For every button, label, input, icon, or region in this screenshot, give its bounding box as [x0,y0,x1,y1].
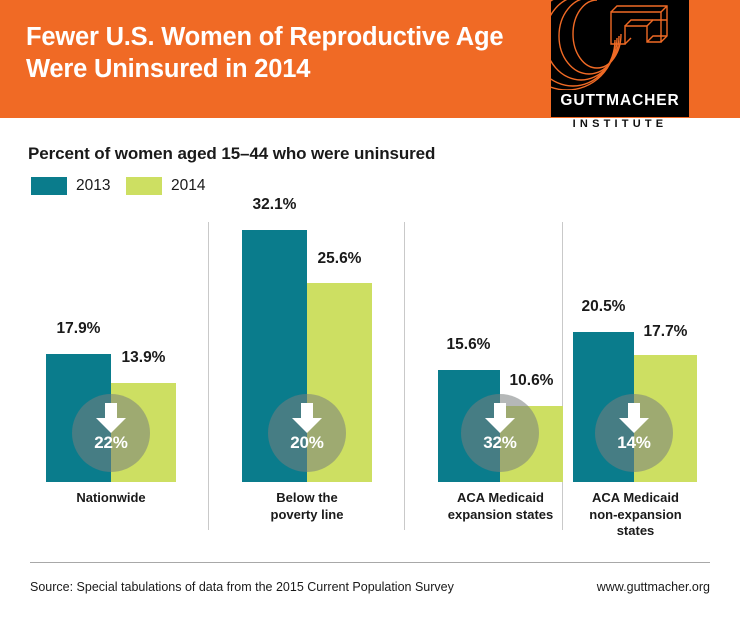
group-divider-1 [208,222,209,530]
legend-label-2013: 2013 [76,177,111,194]
bar-group-aca-expansion: 15.6% 10.6% 32% ACA Medicaid expansion s… [438,210,563,522]
group-label-aca-non-expansion: ACA Medicaid non-expansion states [548,490,723,540]
group-label-line: expansion states [447,506,554,522]
website-url[interactable]: www.guttmacher.org [596,580,710,594]
bar-value-2013-nationwide: 17.9% [56,320,101,337]
group-label-line: non-expansion [589,506,682,522]
legend-item-2013: 2013 [31,177,110,195]
page-title-line-1: Fewer U.S. Women of Reproductive Age [26,23,504,51]
bar-value-2014-below-poverty-line: 25.6% [317,250,362,267]
bar-value-2014-aca-non-expansion: 17.7% [643,323,688,340]
down-arrow-icon [485,403,515,433]
group-label-line: states [616,523,655,539]
decline-badge-value-nationwide: 22% [94,433,128,452]
down-arrow-icon [96,403,126,433]
logo-subwordmark: INSTITUTE [572,118,668,130]
source-note: Source: Special tabulations of data from… [30,580,454,594]
chart-subtitle: Percent of women aged 15–44 who were uni… [28,144,436,163]
group-label-aca-expansion: ACA Medicaid expansion states [413,490,588,523]
page-title-line-2: Were Uninsured in 2014 [26,55,311,84]
group-divider-3 [562,222,563,530]
group-label-line: ACA Medicaid [457,490,544,505]
group-divider-2 [404,222,405,530]
down-arrow-icon [619,403,649,433]
bar-value-2013-aca-expansion: 15.6% [446,336,491,353]
bar-group-below-poverty-line: 32.1% 25.6% 20% Below the poverty line [242,196,372,522]
bar-chart: 17.9% 13.9% 22% Nationwide 32.1% 25.6% [0,196,740,540]
decline-badge-aca-non-expansion: 14% [595,394,673,472]
group-label-below-poverty-line: Below the poverty line [217,490,397,523]
bar-value-2013-aca-non-expansion: 20.5% [581,298,626,315]
group-label-line: ACA Medicaid [592,490,679,505]
decline-badge-value-below-poverty-line: 20% [290,433,324,452]
bar-value-2014-aca-expansion: 10.6% [509,372,554,389]
group-label-nationwide: Nationwide [21,490,201,507]
legend-swatch-2014 [126,177,162,195]
group-label-line: Nationwide [76,490,146,505]
decline-badge-below-poverty-line: 20% [268,394,346,472]
bar-value-2013-below-poverty-line: 32.1% [252,196,297,213]
decline-badge-aca-expansion: 32% [461,394,539,472]
decline-badge-value-aca-non-expansion: 14% [617,433,651,452]
logo-wordmark: GUTTMACHER [560,92,680,109]
down-arrow-icon [292,403,322,433]
spiral-g-logo-icon [551,0,668,90]
bar-group-nationwide: 17.9% 13.9% 22% Nationwide [46,210,176,505]
legend-item-2014: 2014 [126,177,205,195]
bar-value-2014-nationwide: 13.9% [121,349,166,366]
decline-badge-nationwide: 22% [72,394,150,472]
footer-divider [30,562,710,563]
group-label-line: poverty line [270,506,344,522]
legend-swatch-2013 [31,177,67,195]
group-label-line: Below the [276,490,338,505]
page-title: Fewer U.S. Women of Reproductive Age Wer… [26,21,546,85]
bar-group-aca-non-expansion: 20.5% 17.7% 14% ACA Medicaid non-expansi… [573,210,697,538]
legend-label-2014: 2014 [171,177,206,194]
decline-badge-value-aca-expansion: 32% [483,433,517,452]
guttmacher-logo: GUTTMACHER [551,0,689,117]
